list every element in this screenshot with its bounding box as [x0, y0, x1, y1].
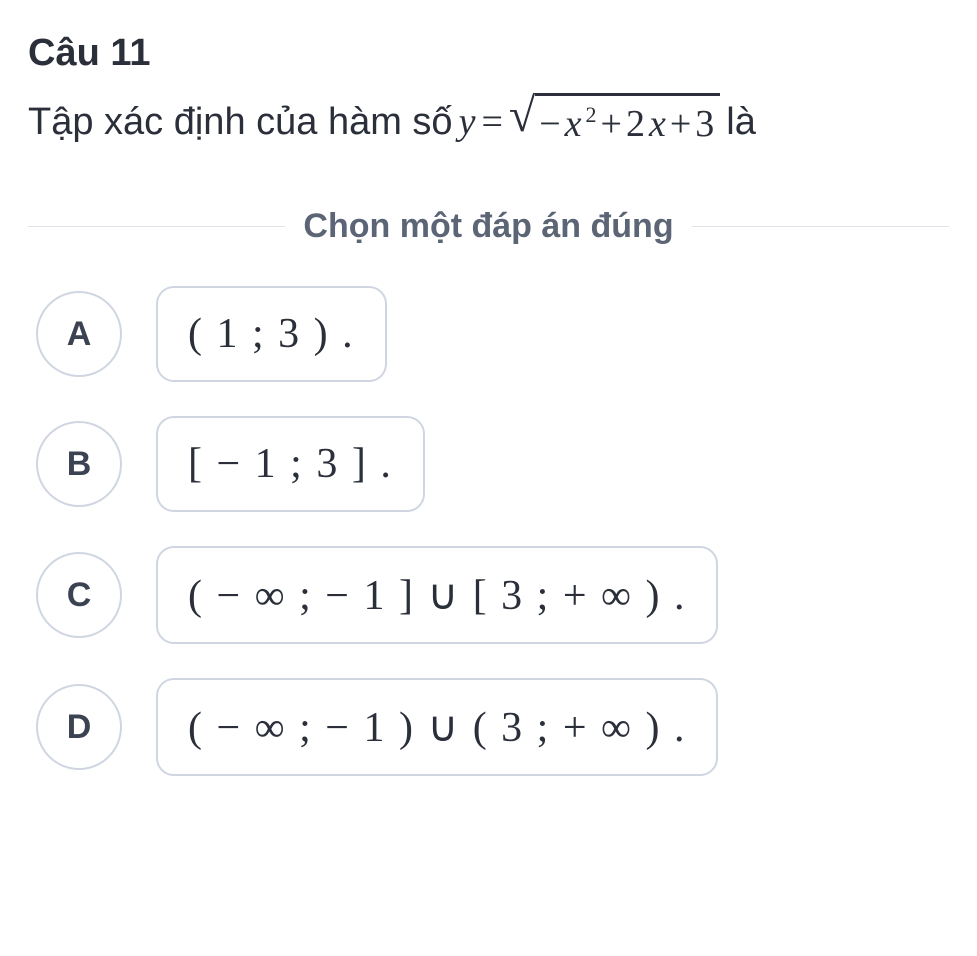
radicand-plus2: +	[670, 98, 691, 151]
options-list: A ( 1 ; 3 ) . B [ − 1 ; 3 ] . C ( − ∞ ; …	[28, 286, 949, 776]
stem-prefix: Tập xác định của hàm số	[28, 96, 453, 149]
radicand-x1: x	[565, 98, 582, 151]
stem-sqrt: √ − x2 + 2x + 3	[509, 93, 720, 151]
sqrt-radicand: − x2 + 2x + 3	[535, 93, 720, 151]
instruction-divider: Chọn một đáp án đúng	[28, 207, 949, 246]
radicand-x2: x	[649, 98, 666, 151]
option-b[interactable]: B [ − 1 ; 3 ] .	[36, 416, 949, 512]
option-key-c[interactable]: C	[36, 552, 122, 638]
option-value-b[interactable]: [ − 1 ; 3 ] .	[156, 416, 425, 512]
option-a[interactable]: A ( 1 ; 3 ) .	[36, 286, 949, 382]
question-title: Câu 11	[28, 32, 949, 75]
radicand-plus1: +	[601, 98, 622, 151]
stem-equals: =	[481, 96, 502, 149]
instruction-label: Chọn một đáp án đúng	[303, 207, 673, 246]
radicand-two: 2	[626, 98, 645, 151]
neg-sign: −	[539, 98, 560, 151]
sqrt-icon: √	[509, 97, 535, 135]
divider-line-right	[692, 226, 949, 227]
option-value-d[interactable]: ( − ∞ ; − 1 ) ∪ ( 3 ; + ∞ ) .	[156, 678, 718, 776]
radicand-three: 3	[695, 98, 714, 151]
option-d[interactable]: D ( − ∞ ; − 1 ) ∪ ( 3 ; + ∞ ) .	[36, 678, 949, 776]
option-key-a[interactable]: A	[36, 291, 122, 377]
question-stem: Tập xác định của hàm số y = √ − x2 + 2x …	[28, 93, 949, 151]
divider-line-left	[28, 226, 285, 227]
stem-var-y: y	[459, 96, 476, 149]
option-c[interactable]: C ( − ∞ ; − 1 ] ∪ [ 3 ; + ∞ ) .	[36, 546, 949, 644]
option-key-b[interactable]: B	[36, 421, 122, 507]
option-value-c[interactable]: ( − ∞ ; − 1 ] ∪ [ 3 ; + ∞ ) .	[156, 546, 718, 644]
stem-suffix: là	[726, 96, 756, 149]
option-value-a[interactable]: ( 1 ; 3 ) .	[156, 286, 387, 382]
option-key-d[interactable]: D	[36, 684, 122, 770]
radicand-x1-sq: 2	[586, 100, 597, 131]
